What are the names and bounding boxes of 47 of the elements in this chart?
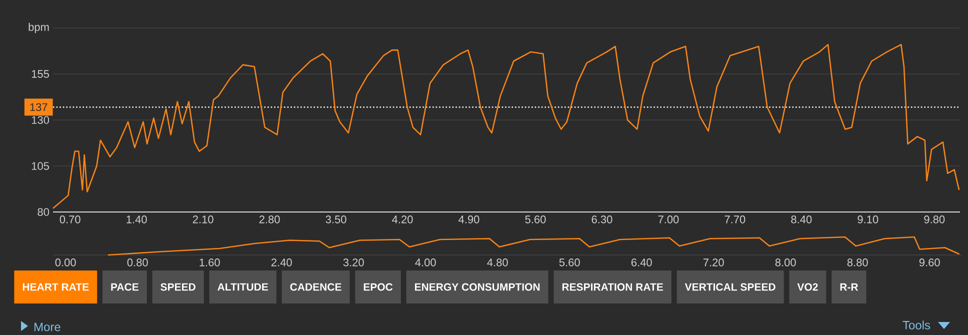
text: CADENCE — [290, 283, 342, 291]
text: VO2 — [797, 283, 818, 291]
text: ENERGY CONSUMPTION — [415, 283, 540, 291]
x-tick-label: 7.70 — [724, 216, 746, 224]
x-tick-label: 9.80 — [924, 216, 945, 224]
text: More — [34, 322, 60, 332]
text: VERTICAL SPEED — [684, 283, 776, 291]
x-tick-label: 5.60 — [525, 216, 546, 224]
x-tick-label: 6.30 — [592, 216, 612, 224]
x-tick-label: 6.40 — [631, 258, 652, 266]
text: RESPIRATION RATE — [562, 283, 663, 291]
x-tick-label: 9.10 — [858, 216, 878, 224]
text: ALTITUDE — [218, 283, 268, 291]
text: PACE — [111, 283, 138, 291]
ref-line-label: 137 — [30, 103, 48, 112]
x-tick-label: 2.40 — [271, 258, 292, 266]
x-tick-label: 1.60 — [200, 258, 220, 266]
y-tick-label: 80 — [38, 208, 50, 216]
x-tick-label: 8.80 — [847, 258, 868, 266]
x-tick-label: 8.00 — [775, 258, 796, 266]
x-tick-label: 8.40 — [791, 216, 812, 224]
text: SPEED — [160, 283, 196, 291]
y-tick-label: 105 — [32, 162, 49, 170]
x-tick-label: 4.80 — [487, 258, 508, 266]
text: EPOC — [364, 283, 393, 291]
x-tick-label: 3.50 — [326, 216, 346, 224]
x-tick-label: 4.90 — [458, 216, 480, 224]
text: Tools — [902, 320, 930, 330]
x-tick-label: 5.60 — [559, 258, 580, 266]
x-tick-label: 1.40 — [126, 216, 147, 224]
y-tick-label: 155 — [32, 70, 49, 78]
y-tick-label: 130 — [32, 116, 50, 124]
x-tick-label: 0.70 — [60, 216, 80, 224]
text: HEART RATE — [22, 283, 89, 291]
x-tick-label: 4.20 — [392, 216, 413, 224]
x-tick-label: 7.00 — [658, 216, 679, 224]
x-tick-label: 2.80 — [259, 216, 280, 224]
x-tick-label: 0.80 — [127, 258, 148, 266]
x-tick-label: 3.20 — [343, 258, 364, 266]
text: R-R — [840, 283, 858, 291]
x-tick-label: 7.20 — [703, 258, 724, 266]
y-tick-label: bpm — [28, 22, 49, 34]
x-tick-label: 0.00 — [55, 258, 76, 266]
x-tick-label: 9.60 — [919, 258, 940, 266]
x-tick-label: 4.00 — [415, 258, 436, 266]
x-tick-label: 2.10 — [192, 216, 214, 224]
line-series — [52, 44, 960, 209]
